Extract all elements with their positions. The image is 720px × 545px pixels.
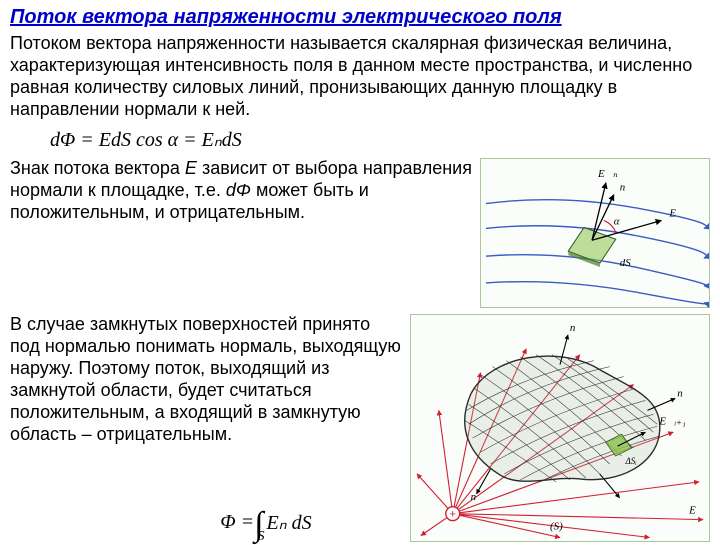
formula-1-row: dΦ = EdS cos α = EₙdS bbox=[50, 127, 710, 152]
row-para1-diag1: Знак потока вектора E зависит от выбора … bbox=[10, 158, 710, 308]
lbl2-E: E⃗ bbox=[688, 504, 704, 516]
lbl2-S: (S) bbox=[550, 520, 563, 532]
diagram-1-svg: E⃗ₙ n⃗ E⃗ α dS bbox=[481, 159, 709, 308]
p1-dPhi: dΦ bbox=[226, 180, 251, 200]
diagram-2: + n⃗ n⃗ n⃗ E⃗ᵢ₊₁ ΔSᵢ E⃗ (S) bbox=[410, 314, 710, 542]
intro-paragraph: Потоком вектора напряженности называется… bbox=[10, 33, 710, 121]
f2-integrand: Eₙ dS bbox=[266, 510, 311, 535]
lbl-n: n⃗ bbox=[620, 182, 634, 194]
paragraph-1: Знак потока вектора E зависит от выбора … bbox=[10, 158, 472, 308]
row-para2-diag2: В случае замкнутых поверхностей принято … bbox=[10, 314, 710, 542]
lbl-En: E⃗ₙ bbox=[597, 168, 618, 180]
formula-2: Φ = ∫ S Eₙ dS bbox=[130, 504, 402, 542]
p1-E: E bbox=[185, 158, 197, 178]
lbl-alpha: α bbox=[614, 215, 620, 227]
lbl2-n3: n⃗ bbox=[471, 491, 485, 503]
p1-a: Знак потока вектора bbox=[10, 158, 185, 178]
integral-domain: S bbox=[257, 529, 264, 545]
formula-1: dΦ = EdS cos α = EₙdS bbox=[50, 127, 242, 152]
lbl2-n2: n⃗ bbox=[677, 387, 691, 399]
lbl-dS: dS bbox=[620, 257, 631, 269]
diagram-1: E⃗ₙ n⃗ E⃗ α dS bbox=[480, 158, 710, 308]
plus-charge: + bbox=[450, 508, 456, 520]
paragraph-2: В случае замкнутых поверхностей принято … bbox=[10, 314, 402, 500]
lbl2-dSi: ΔSᵢ bbox=[625, 456, 638, 466]
lbl2-Ei1: E⃗ᵢ₊₁ bbox=[658, 415, 686, 427]
page-title: Поток вектора напряженности электрическо… bbox=[10, 6, 710, 29]
lbl-E: E⃗ bbox=[668, 207, 684, 219]
lbl2-n: n⃗ bbox=[570, 322, 584, 334]
f2-lhs: Φ = bbox=[220, 511, 254, 534]
diagram-2-svg: + n⃗ n⃗ n⃗ E⃗ᵢ₊₁ ΔSᵢ E⃗ (S) bbox=[411, 315, 709, 541]
